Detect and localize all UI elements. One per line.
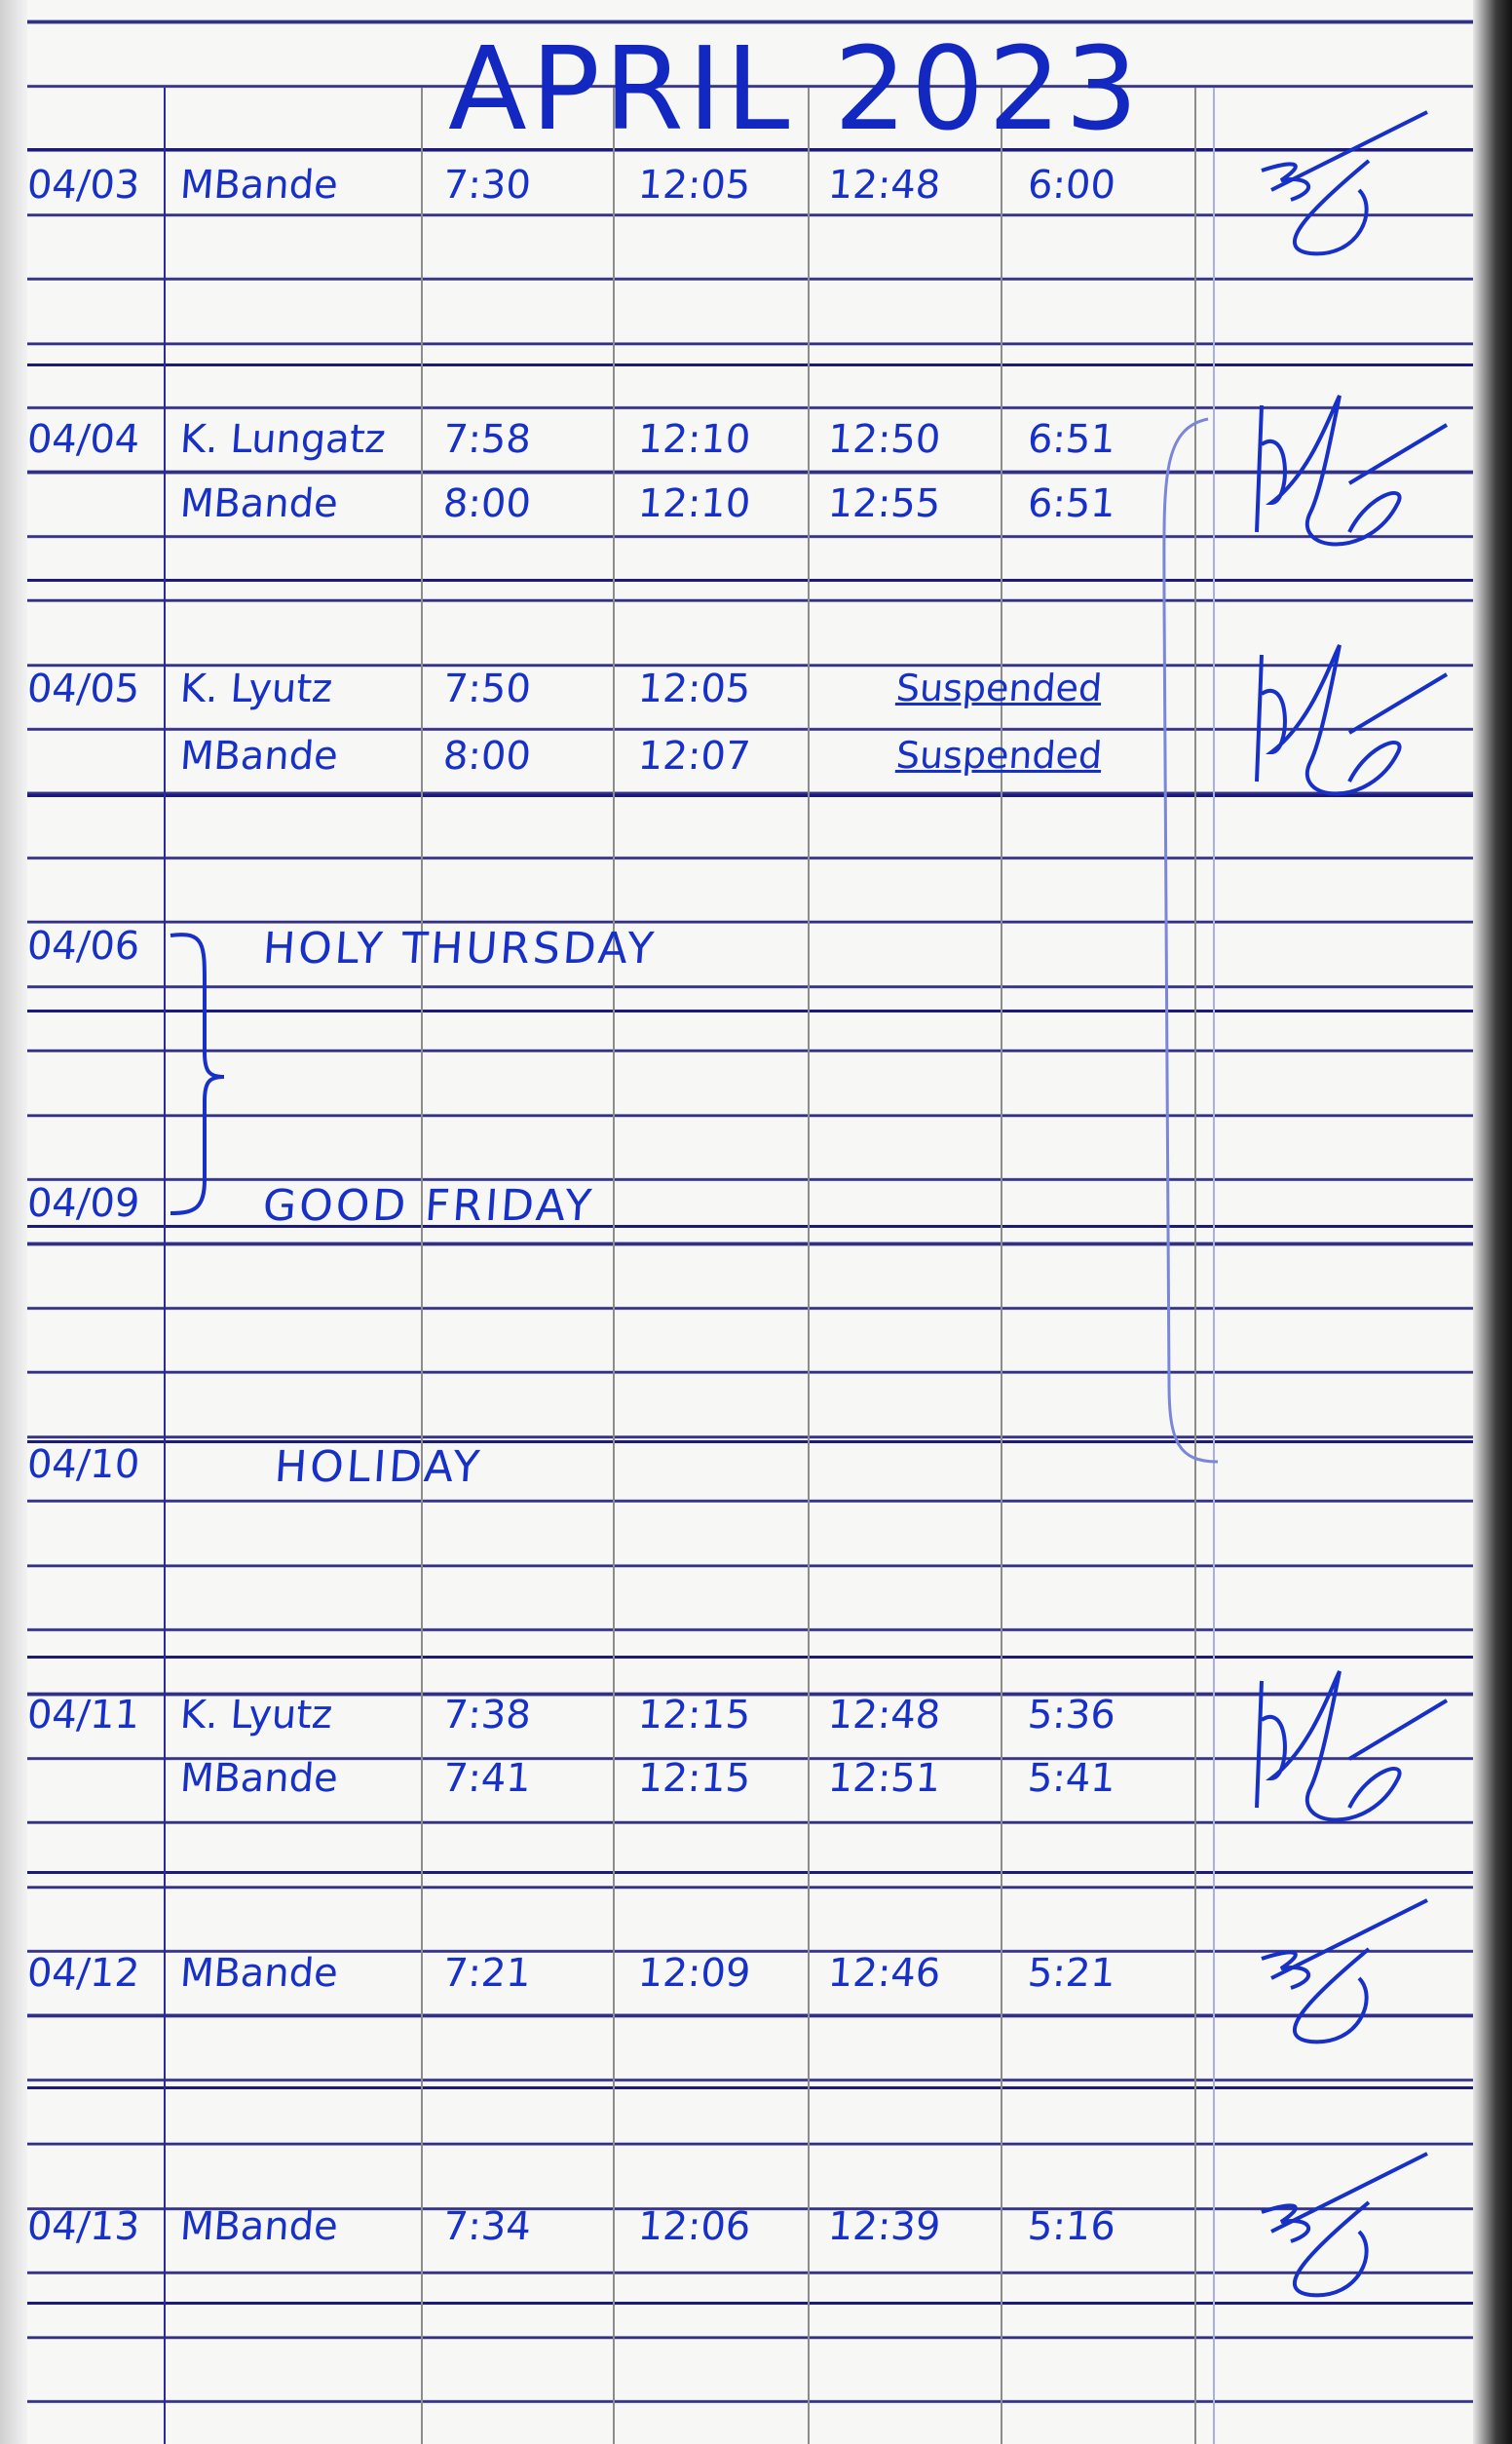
margin-line (164, 88, 166, 2444)
column-divider (1194, 88, 1196, 2444)
curly-brace (170, 933, 225, 1215)
time-cell: 7:30 (441, 163, 533, 208)
page-edge (1473, 0, 1512, 2444)
time-cell: 12:05 (636, 163, 752, 208)
entry-date: 04/05 (25, 667, 141, 711)
time-cell: 12:10 (636, 481, 752, 526)
time-cell: 12:39 (826, 2204, 942, 2249)
time-cell: 7:38 (441, 1693, 533, 1738)
time-cell: 12:15 (636, 1693, 752, 1738)
entry-date: 04/11 (25, 1693, 141, 1738)
column-divider (421, 88, 423, 2444)
time-cell: 12:15 (636, 1756, 752, 1801)
column-divider (1001, 88, 1002, 2444)
time-cell: 12:10 (636, 417, 752, 462)
page-binding (0, 0, 27, 2444)
time-cell: 5:21 (1026, 1951, 1117, 1996)
time-cell: 12:55 (826, 481, 942, 526)
time-cell: 12:48 (826, 163, 942, 208)
employee-name: MBande (178, 2204, 340, 2249)
time-cell: 5:36 (1026, 1693, 1117, 1738)
time-cell: 7:21 (441, 1951, 533, 1996)
entry-date: 04/09 (25, 1181, 141, 1226)
time-cell: 12:50 (826, 417, 942, 462)
entry-date: 04/13 (25, 2204, 141, 2249)
time-cell: 7:34 (441, 2204, 533, 2249)
time-cell: 6:00 (1026, 163, 1117, 208)
time-cell: 12:06 (636, 2204, 752, 2249)
holiday-note: HOLIDAY (273, 1442, 484, 1492)
time-cell: 12:48 (826, 1693, 942, 1738)
employee-name: MBande (178, 1951, 340, 1996)
entry-date: 04/06 (25, 924, 141, 969)
employee-name: MBande (178, 1756, 340, 1801)
time-cell: 5:16 (1026, 2204, 1117, 2249)
column-divider (613, 88, 615, 2444)
employee-name: MBande (178, 734, 340, 779)
signature (1261, 110, 1428, 256)
holiday-note: HOLY THURSDAY (261, 924, 659, 974)
signature (1255, 395, 1449, 547)
holiday-note: GOOD FRIDAY (261, 1181, 596, 1231)
signature (1261, 2152, 1428, 2298)
suspended-note: Suspended (894, 734, 1104, 777)
column-divider (1213, 88, 1215, 2444)
time-cell: 7:50 (441, 667, 533, 711)
signature (1255, 1670, 1449, 1822)
page-title: APRIL 2023 (448, 21, 1143, 156)
range-bracket (1162, 417, 1219, 1464)
time-cell: 7:58 (441, 417, 533, 462)
time-cell: 6:51 (1026, 417, 1117, 462)
employee-name: K. Lyutz (178, 667, 334, 711)
employee-name: MBande (178, 163, 340, 208)
signature (1261, 1898, 1428, 2044)
employee-name: K. Lyutz (178, 1693, 334, 1738)
column-divider (808, 88, 810, 2444)
entry-date: 04/03 (25, 163, 141, 208)
time-cell: 5:41 (1026, 1756, 1117, 1801)
time-cell: 8:00 (441, 734, 533, 779)
time-cell: 12:09 (636, 1951, 752, 1996)
entry-date: 04/12 (25, 1951, 141, 1996)
time-cell: 6:51 (1026, 481, 1117, 526)
employee-name: K. Lungatz (178, 417, 388, 462)
time-cell: 12:05 (636, 667, 752, 711)
time-cell: 12:07 (636, 734, 752, 779)
time-cell: 7:41 (441, 1756, 533, 1801)
time-cell: 8:00 (441, 481, 533, 526)
ruled-lines (0, 0, 1473, 2444)
employee-name: MBande (178, 481, 340, 526)
time-cell: 12:51 (826, 1756, 942, 1801)
entry-date: 04/04 (25, 417, 141, 462)
entry-date: 04/10 (25, 1442, 141, 1487)
suspended-note: Suspended (894, 667, 1104, 709)
time-cell: 12:46 (826, 1951, 942, 1996)
signature (1255, 644, 1449, 796)
